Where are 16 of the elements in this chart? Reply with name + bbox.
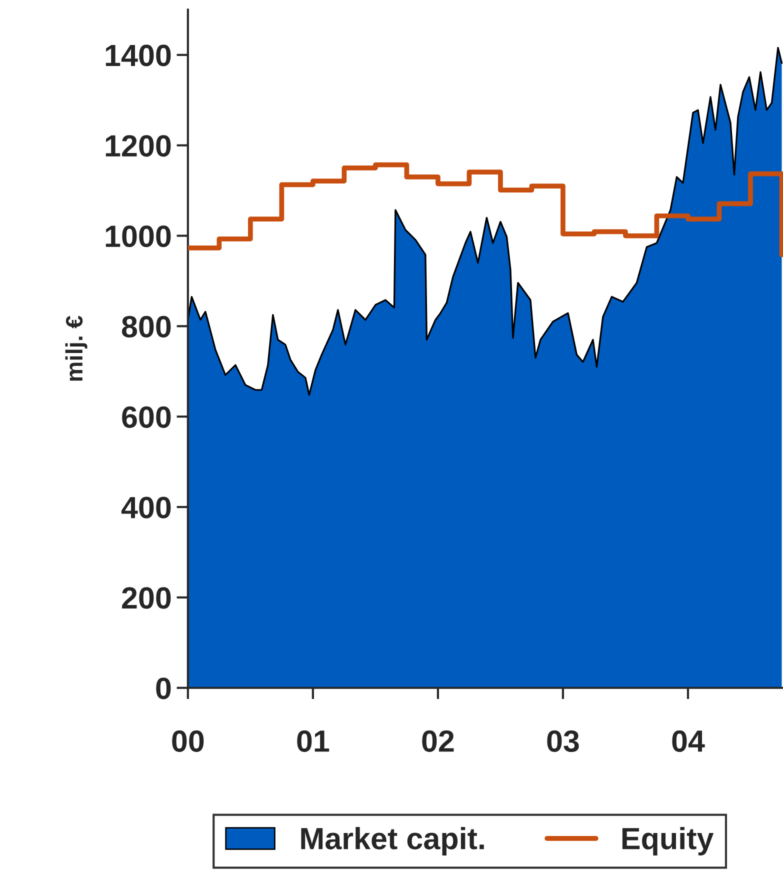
legend-label: Market capit. (301, 827, 484, 856)
y-tick-label: 200 (122, 587, 171, 609)
x-tick-label: 04 (672, 730, 705, 752)
y-axis-title: milj. € (65, 316, 88, 381)
y-tick-label: 1200 (106, 135, 171, 157)
y-tick-label: 0 (156, 678, 171, 700)
legend-label: Equity (622, 827, 714, 856)
x-tick-label: 01 (297, 730, 330, 752)
y-tick-label: 800 (122, 316, 171, 338)
y-tick-label: 400 (121, 496, 171, 518)
y-tick-label: 1000 (106, 225, 171, 248)
y-tick-label: 1400 (106, 44, 171, 66)
y-tick-label: 600 (122, 406, 171, 428)
x-tick-label: 03 (547, 730, 579, 752)
x-tick-label: 00 (172, 730, 204, 752)
x-tick-label: 02 (422, 730, 454, 752)
